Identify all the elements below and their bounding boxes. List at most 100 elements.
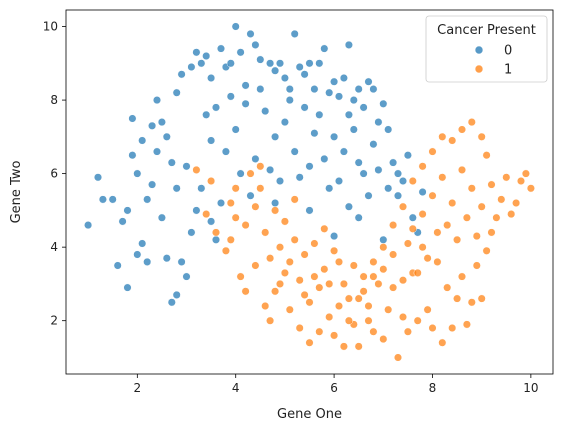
point-series-0-126	[305, 206, 314, 215]
point-series-0-50	[325, 88, 334, 97]
point-series-1-71	[448, 136, 457, 145]
point-series-1-93	[389, 250, 398, 259]
y-tick-label-4: 10	[43, 20, 58, 34]
point-series-1-41	[403, 327, 412, 336]
point-series-0-34	[241, 81, 250, 90]
point-series-0-113	[305, 162, 314, 171]
point-series-0-18	[167, 298, 176, 307]
y-tick-label-2: 6	[50, 167, 58, 181]
point-series-1-123	[325, 279, 334, 288]
point-series-0-115	[325, 184, 334, 193]
point-series-0-77	[152, 147, 162, 156]
point-series-0-121	[384, 184, 393, 193]
point-series-0-71	[379, 235, 388, 244]
point-series-0-57	[359, 103, 368, 112]
point-series-1-75	[408, 176, 417, 186]
point-series-1-110	[413, 268, 422, 277]
point-series-1-113	[241, 221, 250, 230]
point-series-1-27	[334, 257, 344, 266]
point-series-0-62	[384, 125, 393, 134]
point-series-0-99	[369, 140, 378, 149]
point-series-0-101	[177, 257, 186, 266]
point-series-0-53	[339, 73, 348, 83]
point-series-0-87	[251, 154, 260, 163]
legend-label-0: 0	[504, 44, 512, 59]
legend-marker-1	[474, 64, 484, 74]
point-series-1-70	[457, 125, 467, 134]
point-series-0-72	[354, 213, 363, 222]
point-series-0-124	[207, 217, 216, 226]
point-series-1-102	[477, 202, 486, 211]
point-series-0-95	[330, 132, 339, 141]
point-series-1-90	[359, 287, 368, 296]
point-series-1-106	[462, 213, 471, 222]
point-series-1-31	[354, 342, 363, 351]
point-series-1-8	[241, 287, 250, 296]
legend-marker-0	[474, 45, 484, 55]
point-series-0-120	[374, 165, 383, 174]
point-series-0-17	[162, 254, 171, 263]
point-series-0-20	[172, 88, 181, 97]
point-series-0-61	[379, 99, 388, 108]
point-series-0-118	[354, 158, 363, 167]
point-series-1-99	[448, 198, 457, 208]
point-series-0-106	[236, 169, 245, 178]
point-series-1-29	[344, 294, 353, 303]
point-series-1-127	[364, 316, 373, 325]
point-series-1-0	[192, 165, 201, 174]
point-series-0-96	[339, 147, 348, 156]
point-series-1-43	[413, 316, 422, 325]
point-series-1-13	[266, 316, 275, 325]
legend: Cancer Present 0 1	[425, 15, 548, 83]
point-series-0-31	[226, 59, 235, 68]
point-series-0-123	[167, 158, 176, 167]
point-series-0-111	[285, 96, 294, 105]
point-series-0-39	[271, 66, 280, 75]
point-series-1-85	[310, 239, 319, 248]
point-series-0-68	[408, 213, 417, 222]
point-series-1-6	[231, 184, 240, 193]
legend-title: Cancer Present	[437, 23, 536, 38]
point-series-0-13	[143, 257, 152, 266]
point-series-0-60	[374, 118, 383, 127]
point-series-0-92	[300, 103, 309, 112]
point-series-1-39	[393, 353, 403, 362]
y-axis-label: Gene Two	[9, 161, 24, 224]
point-series-1-22	[310, 272, 319, 281]
point-series-1-55	[472, 261, 481, 270]
point-series-1-118	[275, 279, 285, 288]
point-series-1-67	[482, 151, 491, 160]
point-series-0-63	[389, 158, 398, 167]
point-series-1-40	[398, 312, 408, 322]
point-series-1-86	[320, 265, 329, 274]
point-series-1-4	[221, 246, 230, 255]
point-series-1-28	[339, 342, 348, 351]
point-series-0-91	[290, 147, 299, 156]
point-series-1-104	[443, 221, 452, 230]
x-tick-label-4: 10	[523, 381, 538, 395]
point-series-1-61	[502, 173, 511, 182]
point-series-0-70	[418, 187, 427, 197]
point-series-1-117	[266, 254, 275, 263]
point-series-1-20	[300, 290, 309, 299]
point-series-0-97	[349, 125, 358, 134]
point-series-0-102	[197, 184, 206, 193]
point-series-0-51	[330, 77, 339, 86]
point-series-1-125	[344, 316, 353, 325]
point-series-0-6	[123, 283, 132, 292]
y-tick-label-0: 2	[50, 314, 58, 328]
point-series-0-110	[275, 176, 285, 186]
point-series-0-81	[192, 206, 201, 215]
x-axis-label: Gene One	[277, 407, 342, 422]
point-series-0-3	[108, 195, 117, 204]
point-series-1-95	[408, 224, 417, 233]
point-series-0-15	[152, 96, 162, 105]
point-series-0-76	[133, 169, 142, 178]
point-series-1-38	[389, 283, 398, 292]
point-series-1-94	[398, 276, 408, 285]
point-series-1-5	[226, 235, 235, 244]
point-series-0-46	[305, 59, 314, 68]
point-series-1-19	[295, 323, 304, 333]
point-series-1-115	[226, 198, 235, 208]
